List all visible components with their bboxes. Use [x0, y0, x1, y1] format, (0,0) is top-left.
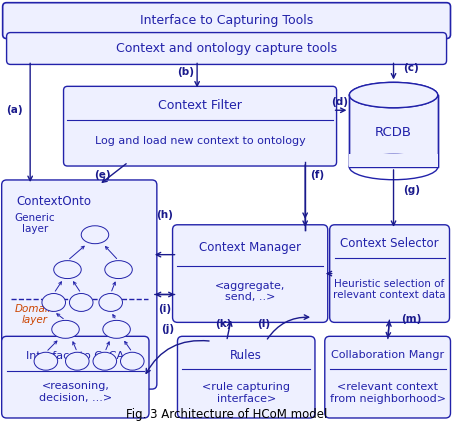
Bar	[348, 154, 437, 167]
Text: Log and load new context to ontology: Log and load new context to ontology	[95, 136, 305, 146]
Ellipse shape	[348, 82, 437, 108]
Text: (l): (l)	[257, 319, 270, 329]
FancyBboxPatch shape	[2, 180, 157, 389]
Text: Context and ontology capture tools: Context and ontology capture tools	[116, 42, 336, 55]
FancyBboxPatch shape	[329, 225, 448, 322]
Text: Collaboration Mangr: Collaboration Mangr	[330, 350, 443, 360]
Ellipse shape	[34, 352, 57, 370]
Bar	[348, 95, 437, 167]
Text: (c): (c)	[403, 64, 418, 73]
FancyBboxPatch shape	[6, 33, 446, 64]
FancyBboxPatch shape	[3, 3, 449, 39]
Ellipse shape	[105, 261, 132, 279]
FancyBboxPatch shape	[177, 336, 314, 418]
Text: Interface to CoCA: Interface to CoCA	[26, 351, 124, 361]
Text: Context Selector: Context Selector	[340, 237, 438, 250]
FancyBboxPatch shape	[172, 225, 327, 322]
Ellipse shape	[54, 261, 81, 279]
Text: (e): (e)	[94, 170, 111, 180]
Ellipse shape	[65, 352, 89, 370]
Text: Interface to Capturing Tools: Interface to Capturing Tools	[140, 14, 313, 27]
FancyBboxPatch shape	[324, 336, 449, 418]
Text: Fig. 3 Architecture of HCoM model: Fig. 3 Architecture of HCoM model	[126, 408, 326, 421]
Text: Rules: Rules	[230, 349, 262, 362]
Text: (d): (d)	[330, 97, 347, 107]
Ellipse shape	[69, 293, 93, 311]
Text: (a): (a)	[6, 105, 22, 115]
Text: Generic
layer: Generic layer	[14, 213, 55, 234]
Text: (f): (f)	[309, 170, 323, 180]
Text: Context Filter: Context Filter	[158, 99, 241, 112]
Text: RCDB: RCDB	[374, 126, 411, 139]
Ellipse shape	[348, 82, 437, 108]
Text: (k): (k)	[215, 319, 231, 329]
Text: (g): (g)	[402, 185, 419, 195]
Text: <relevant context
from neighborhood>: <relevant context from neighborhood>	[329, 382, 445, 404]
Text: (b): (b)	[176, 67, 193, 78]
Text: (m): (m)	[400, 314, 420, 324]
Ellipse shape	[81, 226, 108, 244]
Ellipse shape	[52, 321, 79, 338]
Ellipse shape	[42, 293, 65, 311]
Text: (h): (h)	[156, 210, 173, 220]
FancyBboxPatch shape	[2, 336, 149, 418]
Text: ContextOnto: ContextOnto	[17, 195, 91, 208]
Text: (j): (j)	[161, 324, 174, 335]
Text: <reasoning,
decision, ...>: <reasoning, decision, ...>	[39, 381, 112, 403]
Text: <aggregate,
send, ..>: <aggregate, send, ..>	[214, 281, 285, 302]
Text: Domain
layer: Domain layer	[14, 304, 55, 325]
Ellipse shape	[120, 352, 144, 370]
Text: Heuristic selection of
relevant context data: Heuristic selection of relevant context …	[333, 279, 445, 300]
Ellipse shape	[99, 293, 122, 311]
Text: <rule capturing
interface>: <rule capturing interface>	[202, 382, 290, 404]
Ellipse shape	[103, 321, 130, 338]
Text: Context Manager: Context Manager	[199, 241, 301, 254]
Ellipse shape	[93, 352, 116, 370]
FancyBboxPatch shape	[63, 86, 336, 166]
Text: (i): (i)	[158, 304, 171, 315]
